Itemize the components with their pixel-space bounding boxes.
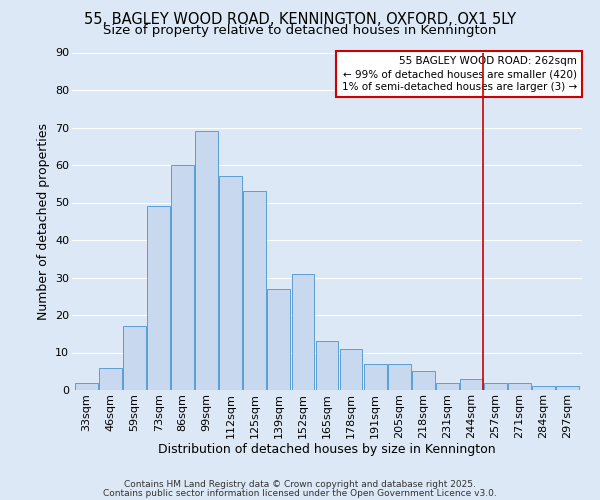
Bar (388, 364, 410, 390)
Y-axis label: Number of detached properties: Number of detached properties (37, 122, 50, 320)
Bar (195, 131, 218, 390)
Bar (292, 274, 314, 390)
Text: Contains HM Land Registry data © Crown copyright and database right 2025.: Contains HM Land Registry data © Crown c… (124, 480, 476, 489)
Bar (171, 165, 194, 390)
Bar (508, 382, 531, 390)
Bar (484, 382, 507, 390)
Bar (147, 206, 170, 390)
Bar (532, 386, 555, 390)
Text: Contains public sector information licensed under the Open Government Licence v3: Contains public sector information licen… (103, 490, 497, 498)
Bar (123, 326, 146, 390)
Bar (556, 386, 579, 390)
Text: 55, BAGLEY WOOD ROAD, KENNINGTON, OXFORD, OX1 5LY: 55, BAGLEY WOOD ROAD, KENNINGTON, OXFORD… (84, 12, 516, 28)
Bar (412, 371, 434, 390)
Bar (75, 382, 98, 390)
Text: 55 BAGLEY WOOD ROAD: 262sqm
← 99% of detached houses are smaller (420)
1% of sem: 55 BAGLEY WOOD ROAD: 262sqm ← 99% of det… (341, 56, 577, 92)
Bar (436, 382, 459, 390)
Bar (460, 379, 483, 390)
Bar (99, 368, 122, 390)
Bar (220, 176, 242, 390)
Bar (268, 289, 290, 390)
X-axis label: Distribution of detached houses by size in Kennington: Distribution of detached houses by size … (158, 444, 496, 456)
Bar (364, 364, 386, 390)
Bar (244, 191, 266, 390)
Text: Size of property relative to detached houses in Kennington: Size of property relative to detached ho… (103, 24, 497, 37)
Bar (340, 349, 362, 390)
Bar (316, 341, 338, 390)
